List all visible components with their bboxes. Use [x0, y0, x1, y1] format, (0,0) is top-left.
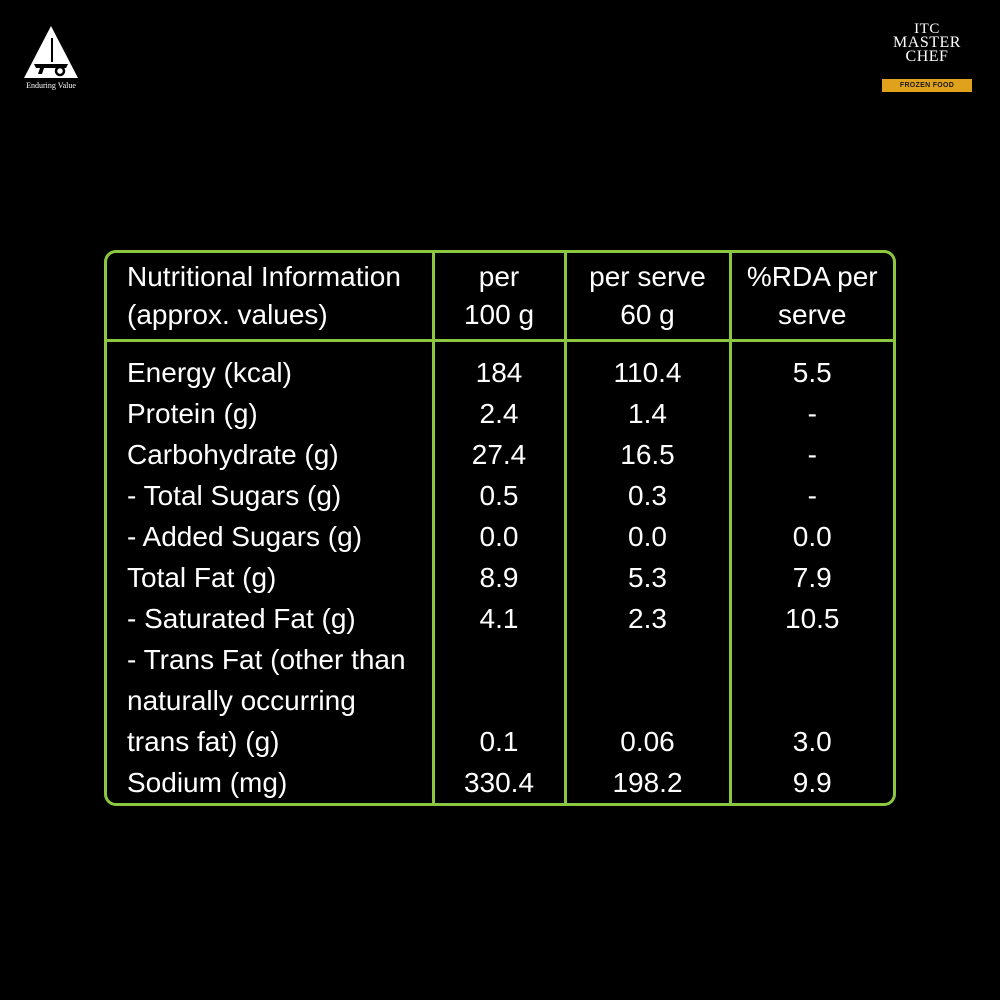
- itc-logo: Enduring Value: [20, 24, 82, 94]
- nutrient-labels-column: Energy (kcal) Protein (g) Carbohydrate (…: [107, 341, 433, 804]
- value-per-100g: 2.4: [479, 398, 519, 429]
- value-per-serve: 0.06: [620, 726, 675, 757]
- value-per-100g: 184: [475, 357, 523, 388]
- header-rda: %RDA per serve: [728, 253, 893, 342]
- masterchef-master-text: MASTER: [893, 34, 961, 51]
- nutrient-label: Protein (g): [127, 398, 258, 429]
- rda-column: 5.5 - - - 0.0 7.9 10.5 3.0 9.9: [728, 340, 894, 803]
- nutrient-label: - Total Sugars (g): [127, 480, 342, 511]
- value-per-100g: 0.1: [479, 726, 519, 757]
- nutrient-label: Energy (kcal): [127, 357, 292, 388]
- masterchef-logo: ITC MASTER CHEF FROZEN FOOD: [880, 22, 974, 94]
- spacer: [435, 680, 564, 721]
- value-rda: -: [807, 439, 817, 470]
- value-rda: 10.5: [785, 603, 840, 634]
- nutrient-label: trans fat) (g): [127, 726, 280, 757]
- table-header-row: Nutritional Information (approx. values)…: [107, 253, 893, 342]
- nutrient-label: Total Fat (g): [127, 562, 277, 593]
- per-100g-column: 184 2.4 27.4 0.5 0.0 8.9 4.1 0.1 330.4: [431, 340, 565, 803]
- value-per-100g: 330.4: [463, 767, 535, 798]
- nutrition-table: Nutritional Information (approx. values)…: [104, 250, 896, 806]
- value-rda: 7.9: [792, 562, 832, 593]
- itc-tagline: Enduring Value: [26, 81, 76, 90]
- nutrient-label: - Saturated Fat (g): [127, 603, 356, 634]
- value-rda: 3.0: [792, 726, 832, 757]
- masterchef-itc-text: ITC: [914, 21, 940, 37]
- value-rda: 9.9: [792, 767, 832, 798]
- nutrient-label: Sodium (mg): [127, 767, 288, 798]
- spacer: [435, 639, 564, 680]
- value-per-serve: 5.3: [628, 562, 667, 593]
- value-per-serve: 198.2: [612, 767, 683, 798]
- nutrient-label: - Added Sugars (g): [127, 521, 363, 552]
- value-per-100g: 27.4: [471, 439, 527, 470]
- value-per-100g: 0.5: [479, 480, 519, 511]
- value-per-serve: 16.5: [620, 439, 675, 470]
- value-per-serve: 0.0: [628, 521, 667, 552]
- value-rda: 5.5: [792, 357, 832, 388]
- spacer: [732, 680, 894, 721]
- header-per-100g: per 100 g: [431, 253, 565, 342]
- value-per-serve: 2.3: [628, 603, 667, 634]
- value-rda: -: [807, 398, 817, 429]
- value-rda: 0.0: [792, 521, 832, 552]
- itc-triangle-icon: [24, 26, 78, 78]
- table-body-row: Energy (kcal) Protein (g) Carbohydrate (…: [107, 340, 894, 804]
- value-rda: -: [807, 480, 817, 511]
- spacer: [567, 680, 729, 721]
- nutrient-label: - Trans Fat (other than: [127, 644, 406, 675]
- value-per-100g: 8.9: [479, 562, 519, 593]
- masterchef-chef-text: CHEF: [905, 48, 949, 65]
- frozen-food-ribbon: FROZEN FOOD: [882, 79, 972, 92]
- nutrient-label: Carbohydrate (g): [127, 439, 339, 470]
- spacer: [732, 639, 894, 680]
- value-per-100g: 0.0: [479, 521, 519, 552]
- value-per-serve: 110.4: [613, 357, 682, 388]
- nutrient-label: naturally occurring: [127, 685, 356, 716]
- header-per-serve: per serve 60 g: [563, 253, 730, 342]
- value-per-serve: 1.4: [628, 398, 667, 429]
- per-serve-column: 110.4 1.4 16.5 0.3 0.0 5.3 2.3 0.06 198.…: [563, 340, 730, 803]
- value-per-serve: 0.3: [628, 480, 667, 511]
- value-per-100g: 4.1: [479, 603, 519, 634]
- header-nutritional-information: Nutritional Information (approx. values): [107, 253, 433, 342]
- spacer: [567, 639, 729, 680]
